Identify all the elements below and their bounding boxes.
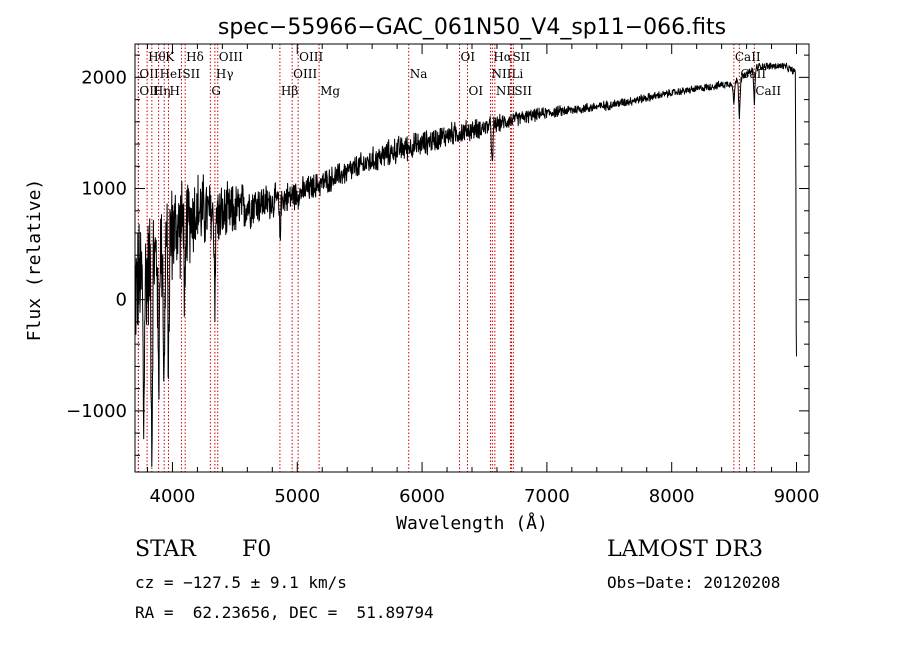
line-marker-label: OII <box>139 67 159 81</box>
x-tick-label: 8000 <box>649 486 695 507</box>
y-axis-label: Flux (relative) <box>24 179 45 342</box>
x-tick-label: 7000 <box>524 486 570 507</box>
line-marker-label: Hγ <box>216 67 234 81</box>
line-marker-label: NII <box>496 84 516 98</box>
plot-frame <box>134 43 810 473</box>
line-marker-label: Hδ <box>186 50 204 64</box>
x-tick-label: 9000 <box>774 486 820 507</box>
x-tick-label: 5000 <box>274 486 320 507</box>
line-marker-label: OIII <box>293 67 317 81</box>
axes: 4000 5000 6000 7000 8000 9000 −1000 0 1000 2000 <box>66 44 819 507</box>
redshift-value: cz = −127.5 ± 9.1 km/s <box>135 573 347 592</box>
line-marker-label: OIII <box>219 50 243 64</box>
obs-date: Obs−Date: 20120208 <box>607 573 781 592</box>
line-marker-label: Na <box>410 67 428 81</box>
line-marker-label: SII <box>182 67 200 81</box>
line-marker-label: NII <box>491 67 511 81</box>
line-marker-label: OII <box>139 84 159 98</box>
line-marker-label: H <box>169 84 179 98</box>
coordinates: RA = 62.23656, DEC = 51.89794 <box>135 603 434 622</box>
survey-label: LAMOST DR3 <box>607 537 763 562</box>
x-tick-label: 4000 <box>150 486 196 507</box>
y-tick-label: 2000 <box>81 67 127 88</box>
spectrum-line <box>134 62 797 467</box>
line-marker-label: G <box>211 84 221 98</box>
chart-title: spec−55966−GAC_061N50_V4_sp11−066.fits <box>218 15 726 40</box>
line-marker-label: SII <box>512 50 530 64</box>
line-marker-label: SII <box>514 84 532 98</box>
y-tick-label: 1000 <box>81 179 127 200</box>
line-marker-label: OIII <box>299 50 323 64</box>
line-marker-label: CaII <box>755 84 781 98</box>
line-marker-label: Hα <box>493 50 512 64</box>
line-marker-label: Hθ <box>148 50 166 64</box>
class-label: STAR <box>135 537 196 562</box>
line-marker-label: Li <box>511 67 523 81</box>
line-marker-label: CaII <box>735 50 761 64</box>
line-marker-label: OI <box>469 84 484 98</box>
spectrum <box>134 62 797 467</box>
line-marker-label: Hη <box>153 84 171 98</box>
x-tick-label: 6000 <box>399 486 445 507</box>
y-tick-label: 0 <box>116 290 127 311</box>
line-marker-label: Hβ <box>281 84 298 98</box>
line-marker-label: Mg <box>320 84 340 98</box>
line-marker-label: OI <box>461 50 476 64</box>
line-marker-label: K <box>165 50 175 64</box>
line-marker-label: HeI <box>160 67 183 81</box>
y-tick-label: −1000 <box>66 401 127 422</box>
x-axis-label: Wavelength (Å) <box>396 512 548 534</box>
subclass-label: F0 <box>242 537 272 562</box>
